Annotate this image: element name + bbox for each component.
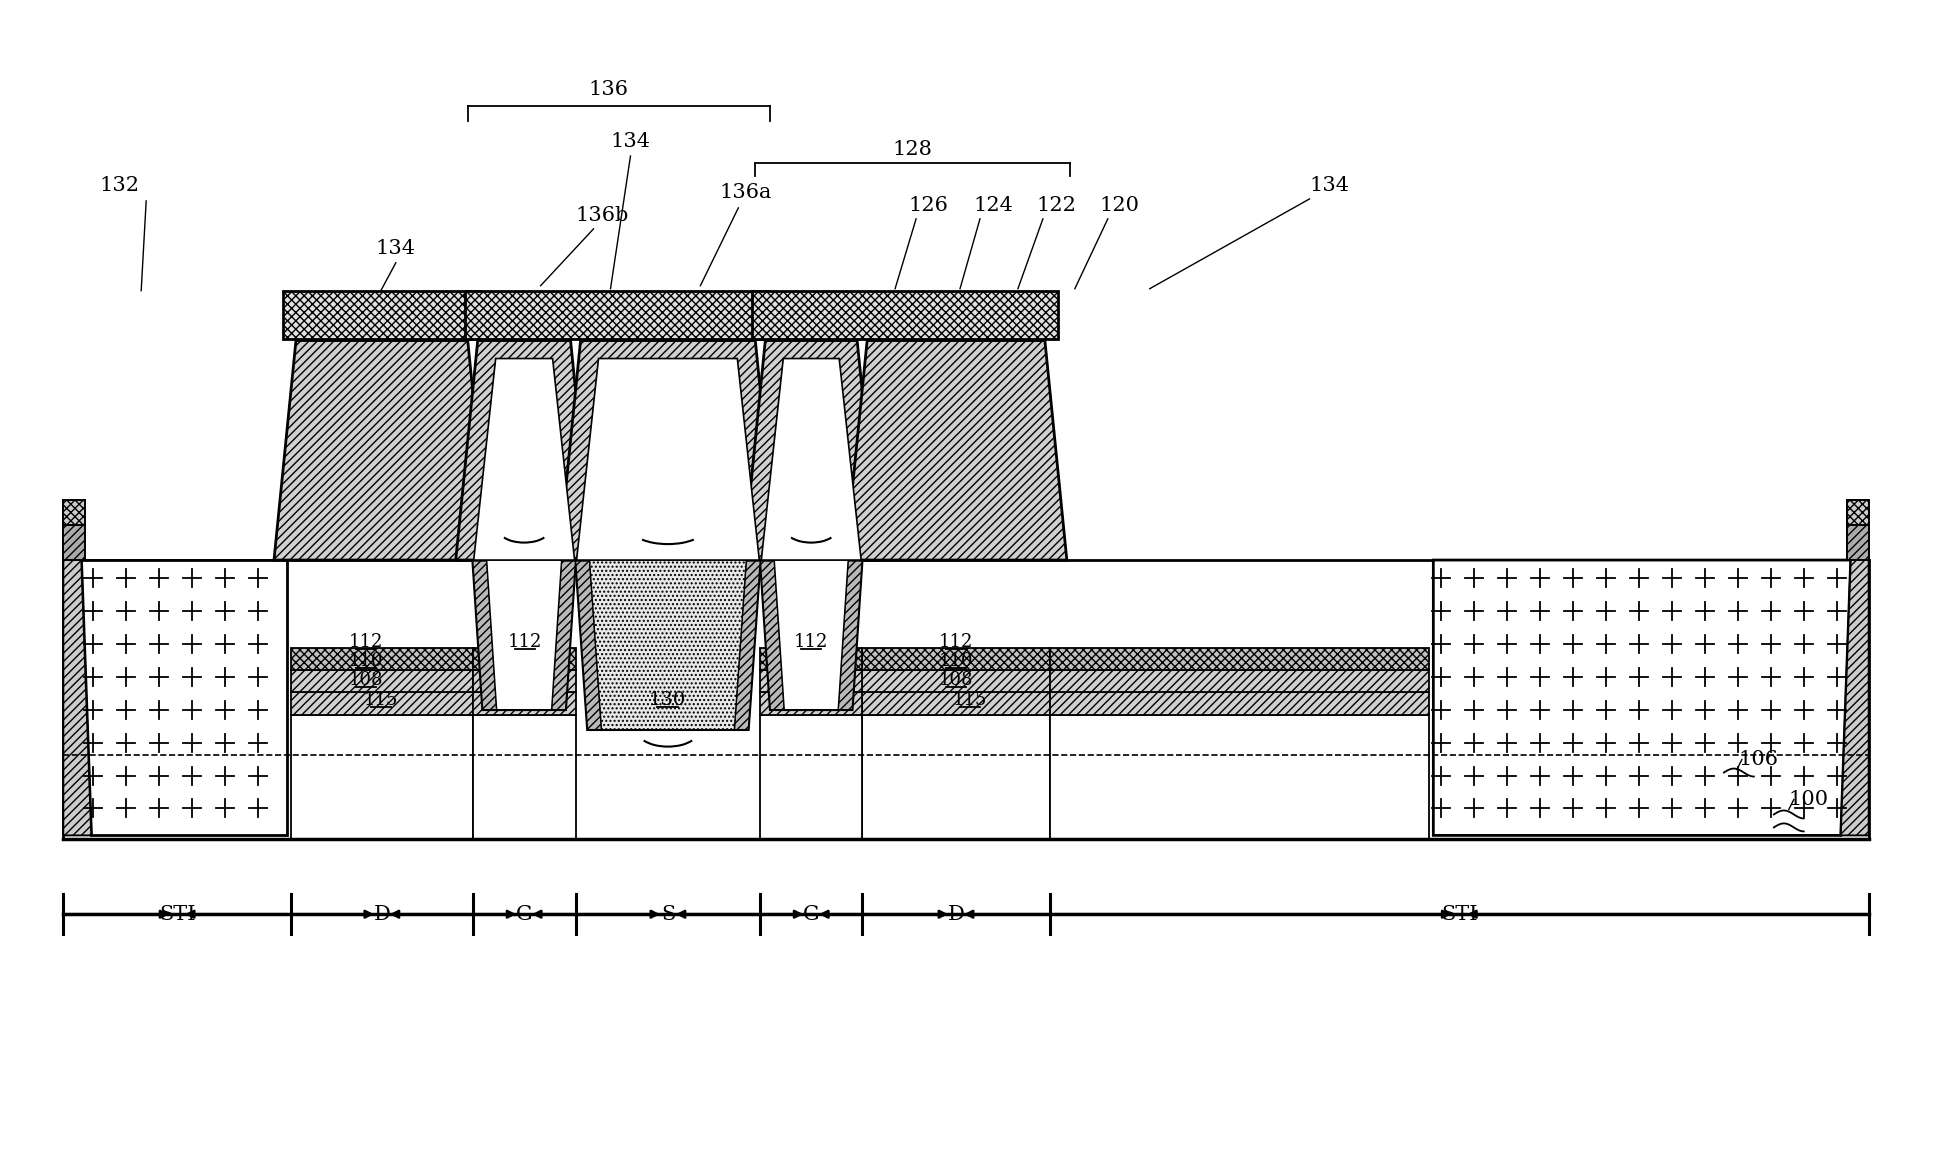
Bar [1847, 525, 1868, 560]
Bar [290, 669, 472, 691]
Text: 136a: 136a [719, 183, 772, 203]
Bar [863, 715, 1050, 840]
Polygon shape [1433, 560, 1851, 835]
Bar [290, 715, 472, 840]
Text: 115: 115 [953, 690, 986, 709]
Text: 132: 132 [99, 176, 139, 196]
Polygon shape [81, 560, 286, 835]
Text: 108: 108 [938, 670, 973, 689]
Text: 124: 124 [973, 196, 1013, 216]
Polygon shape [551, 560, 576, 710]
Polygon shape [472, 560, 497, 710]
Bar [290, 691, 472, 715]
Polygon shape [743, 340, 880, 560]
Polygon shape [1841, 525, 1868, 835]
Text: G: G [516, 905, 532, 923]
Text: 128: 128 [892, 140, 932, 159]
Text: 112: 112 [795, 633, 828, 651]
Bar [64, 525, 85, 560]
Text: 134: 134 [1309, 176, 1350, 196]
Polygon shape [474, 358, 574, 560]
Polygon shape [472, 560, 576, 710]
Polygon shape [559, 340, 777, 560]
Text: 126: 126 [909, 196, 948, 216]
Bar [472, 715, 576, 840]
Bar [1050, 691, 1429, 715]
Bar [760, 648, 863, 669]
Polygon shape [845, 340, 1068, 560]
Polygon shape [576, 560, 760, 730]
Bar [464, 290, 768, 338]
Text: 112: 112 [348, 633, 383, 651]
Text: 115: 115 [364, 690, 398, 709]
Bar [863, 648, 1050, 669]
Text: G: G [803, 905, 820, 923]
Bar [863, 691, 1050, 715]
Text: S: S [661, 905, 675, 923]
Bar [760, 691, 863, 715]
Bar [1847, 500, 1868, 525]
Bar [1050, 669, 1429, 691]
Text: 134: 134 [611, 132, 650, 150]
Bar [760, 715, 863, 840]
Text: 120: 120 [1100, 196, 1139, 216]
Polygon shape [762, 358, 861, 560]
Polygon shape [576, 560, 601, 730]
Text: 122: 122 [1037, 196, 1077, 216]
Polygon shape [456, 340, 592, 560]
Polygon shape [774, 560, 849, 710]
Text: D: D [948, 905, 965, 923]
Text: D: D [373, 905, 391, 923]
Text: 110: 110 [348, 652, 383, 669]
Text: 130: 130 [648, 690, 687, 709]
Text: 134: 134 [375, 239, 416, 259]
Bar [290, 648, 472, 669]
Bar [64, 500, 85, 525]
Polygon shape [64, 525, 91, 835]
Text: 110: 110 [938, 652, 973, 669]
Bar [472, 691, 576, 715]
Polygon shape [590, 560, 747, 730]
Polygon shape [735, 560, 760, 730]
Bar [863, 669, 1050, 691]
Bar [752, 290, 1058, 338]
Text: 136b: 136b [576, 206, 629, 225]
Text: 112: 112 [938, 633, 973, 651]
Bar [760, 669, 863, 691]
Bar [1050, 648, 1429, 669]
Bar [472, 648, 576, 669]
Polygon shape [487, 560, 561, 710]
Bar [64, 560, 1868, 840]
Bar [472, 669, 576, 691]
Text: 108: 108 [348, 670, 383, 689]
Polygon shape [837, 560, 863, 710]
Polygon shape [760, 560, 863, 710]
Text: 112: 112 [507, 633, 542, 651]
Text: 136: 136 [588, 79, 629, 99]
Text: 100: 100 [1789, 791, 1830, 809]
Text: STI: STI [159, 905, 195, 923]
Text: STI: STI [1441, 905, 1478, 923]
Polygon shape [576, 358, 760, 560]
Polygon shape [760, 560, 785, 710]
Bar [1050, 715, 1429, 840]
Bar [282, 290, 482, 338]
Text: 106: 106 [1739, 750, 1779, 770]
Polygon shape [275, 340, 489, 560]
